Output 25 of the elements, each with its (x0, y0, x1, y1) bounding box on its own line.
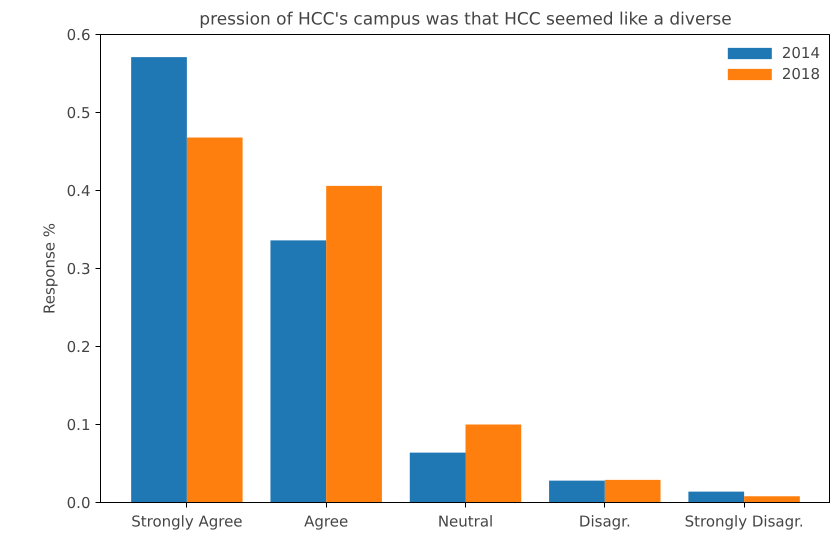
y-tick-label: 0.6 (66, 26, 91, 44)
bar (604, 480, 661, 502)
x-tick-label: Disagr. (578, 512, 631, 530)
bar (186, 137, 243, 502)
bar (270, 240, 326, 502)
y-tick-label: 0.2 (66, 338, 91, 356)
y-tick-label: 0.5 (66, 104, 91, 122)
y-axis-title: Response % (40, 222, 59, 314)
bar (131, 57, 187, 502)
bar (688, 492, 744, 502)
x-tick-label: Agree (304, 512, 348, 530)
chart-title: pression of HCC's campus was that HCC seemed like a diverse (199, 10, 732, 30)
bar (326, 186, 382, 502)
y-tick-label: 0.4 (66, 182, 91, 200)
y-tick-label: 0.3 (66, 260, 91, 278)
legend-label: 2018 (782, 65, 820, 83)
bar (549, 480, 605, 502)
bar (466, 424, 522, 502)
x-tick-label: Strongly Agree (131, 512, 243, 530)
bar (410, 452, 466, 502)
x-tick-label: Strongly Disagr. (684, 512, 804, 530)
legend-label: 2014 (782, 44, 820, 62)
x-tick-label: Neutral (438, 512, 494, 530)
y-tick-label: 0.1 (66, 416, 91, 434)
y-tick-label: 0.0 (66, 494, 91, 512)
